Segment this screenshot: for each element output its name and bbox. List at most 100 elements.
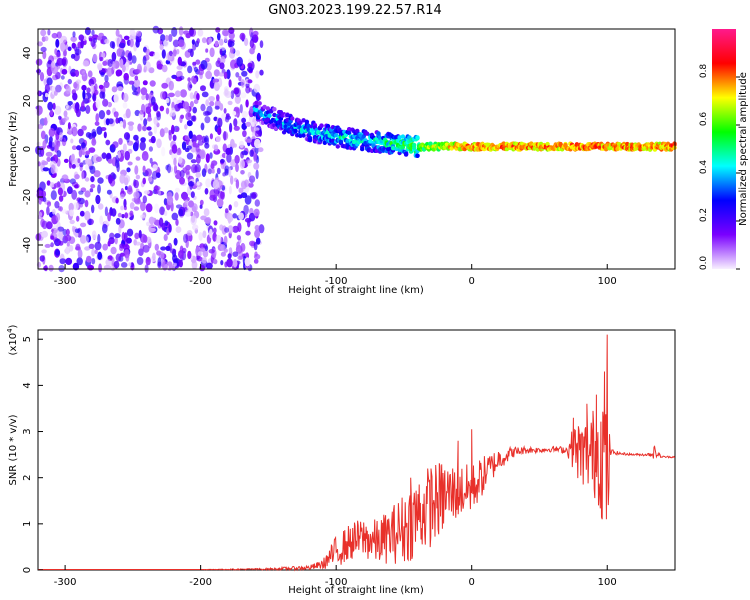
spectrogram-cell bbox=[233, 125, 240, 131]
spectrogram-cell bbox=[135, 156, 141, 161]
spectrogram-cell bbox=[44, 264, 48, 272]
spectrogram-cell bbox=[106, 67, 113, 77]
spectrogram-cell bbox=[153, 104, 159, 112]
spectrogram-cell bbox=[104, 206, 108, 217]
spectrogram-cell bbox=[185, 112, 192, 121]
spectrogram-cell bbox=[145, 93, 149, 101]
spectrogram-cell bbox=[54, 90, 58, 96]
spectrogram-cell bbox=[161, 49, 166, 59]
spectrogram-cell bbox=[205, 216, 212, 225]
snr-y-tick-label: 5 bbox=[22, 336, 33, 342]
spectrogram-cell bbox=[128, 262, 132, 267]
spectrogram-cell bbox=[187, 77, 191, 82]
spectrogram-cell bbox=[253, 36, 258, 44]
spectrogram-cell bbox=[201, 37, 207, 44]
spectrogram-cell bbox=[187, 181, 195, 187]
spectrogram-cell bbox=[95, 194, 101, 205]
spectrogram-cell bbox=[97, 233, 101, 244]
spectrogram-cell bbox=[59, 206, 63, 212]
spectrogram-cell bbox=[163, 234, 168, 241]
spectrogram-cell bbox=[135, 174, 141, 180]
spectrogram-cell bbox=[196, 154, 201, 164]
spectrogram-cell bbox=[76, 215, 80, 222]
spectrogram-cell bbox=[152, 25, 160, 34]
snr-x-tick-label: 0 bbox=[469, 577, 475, 588]
spectrogram-cell bbox=[109, 41, 115, 49]
spectrogram-cell bbox=[238, 212, 245, 221]
spectrogram-cell bbox=[47, 29, 51, 36]
snr-x-label: Height of straight line (km) bbox=[288, 585, 424, 596]
spectrogram-cell bbox=[91, 138, 97, 146]
spectrogram-cell bbox=[208, 249, 215, 254]
spectrogram-cell bbox=[242, 130, 247, 138]
spectrogram-cell bbox=[259, 40, 264, 48]
spectrogram-cell bbox=[126, 228, 134, 237]
spectrogram-cell bbox=[152, 164, 158, 171]
spectrogram-cell bbox=[199, 199, 204, 206]
spectrogram-cell bbox=[42, 50, 47, 60]
spectrogram-cell bbox=[94, 121, 100, 126]
spectrogram-cell bbox=[176, 65, 183, 70]
spectrogram-cell bbox=[196, 38, 200, 44]
spectrogram-cell bbox=[117, 86, 124, 92]
spectrogram-cell bbox=[178, 208, 184, 217]
spectrogram-cell bbox=[45, 92, 49, 98]
spectrogram-cell bbox=[93, 170, 101, 178]
spectrogram-cell bbox=[205, 48, 209, 53]
spectrogram-cell bbox=[167, 92, 175, 98]
spectrogram-cell bbox=[127, 52, 133, 61]
spectrogram-cell bbox=[142, 244, 150, 253]
spectrogram-cell bbox=[253, 241, 258, 251]
spectrogram-cell bbox=[186, 230, 193, 236]
spectrogram-cell bbox=[55, 38, 60, 48]
spectrogram-cell bbox=[189, 92, 194, 100]
spectrogram-x-tick-label: -200 bbox=[189, 276, 212, 287]
spectrogram-cell bbox=[204, 142, 210, 149]
spectrogram-cell bbox=[240, 180, 247, 190]
spectrogram-cell bbox=[118, 225, 122, 234]
spectrogram-cell bbox=[179, 177, 185, 185]
spectrogram-cell bbox=[250, 193, 257, 200]
spectrogram-cell bbox=[154, 203, 160, 214]
spectrogram-cell bbox=[79, 210, 85, 217]
spectrogram-cell bbox=[135, 138, 140, 148]
spectrogram-cell bbox=[115, 69, 123, 77]
spectrogram-cell bbox=[171, 151, 178, 161]
spectrogram-cell bbox=[204, 188, 209, 195]
spectrogram-cell bbox=[61, 174, 69, 181]
spectrogram-x-label: Height of straight line (km) bbox=[288, 285, 424, 296]
spectrogram-cell bbox=[262, 104, 267, 110]
spectrogram-cell bbox=[301, 118, 306, 123]
spectrogram-cell bbox=[99, 91, 105, 99]
spectrogram-cell bbox=[44, 35, 49, 42]
spectrogram-y-tick-label: 0 bbox=[22, 146, 33, 152]
spectrogram-cell bbox=[179, 75, 185, 81]
spectrogram-cell bbox=[85, 150, 91, 155]
spectrogram-cell bbox=[204, 116, 211, 124]
spectrogram-cell bbox=[174, 192, 179, 201]
spectrogram-cell bbox=[106, 189, 112, 195]
spectrogram-cell bbox=[232, 111, 237, 116]
spectrogram-cell bbox=[84, 27, 91, 36]
spectrogram-cell bbox=[107, 240, 111, 247]
spectrogram-cell bbox=[114, 233, 121, 239]
spectrogram-cell bbox=[207, 168, 213, 175]
spectrogram-cell bbox=[36, 69, 42, 74]
spectrogram-cell bbox=[254, 229, 261, 239]
spectrogram-cell bbox=[191, 215, 196, 223]
spectrogram-cell bbox=[172, 49, 177, 57]
spectrogram-cell bbox=[84, 199, 89, 208]
spectrogram-cell bbox=[107, 158, 113, 164]
spectrogram-cell bbox=[176, 48, 180, 55]
spectrogram-cell bbox=[110, 246, 117, 255]
spectrogram-cell bbox=[186, 120, 193, 127]
spectrogram-cell bbox=[209, 228, 213, 239]
spectrogram-cell bbox=[122, 102, 128, 109]
spectrogram-cell bbox=[82, 60, 90, 67]
spectrogram-cell bbox=[267, 113, 272, 118]
spectrogram-cell bbox=[254, 199, 260, 207]
spectrogram-cell bbox=[224, 90, 232, 99]
spectrogram-cell bbox=[119, 58, 124, 69]
spectrogram-cell bbox=[156, 111, 161, 121]
snr-y-tick-label: 3 bbox=[22, 428, 33, 434]
